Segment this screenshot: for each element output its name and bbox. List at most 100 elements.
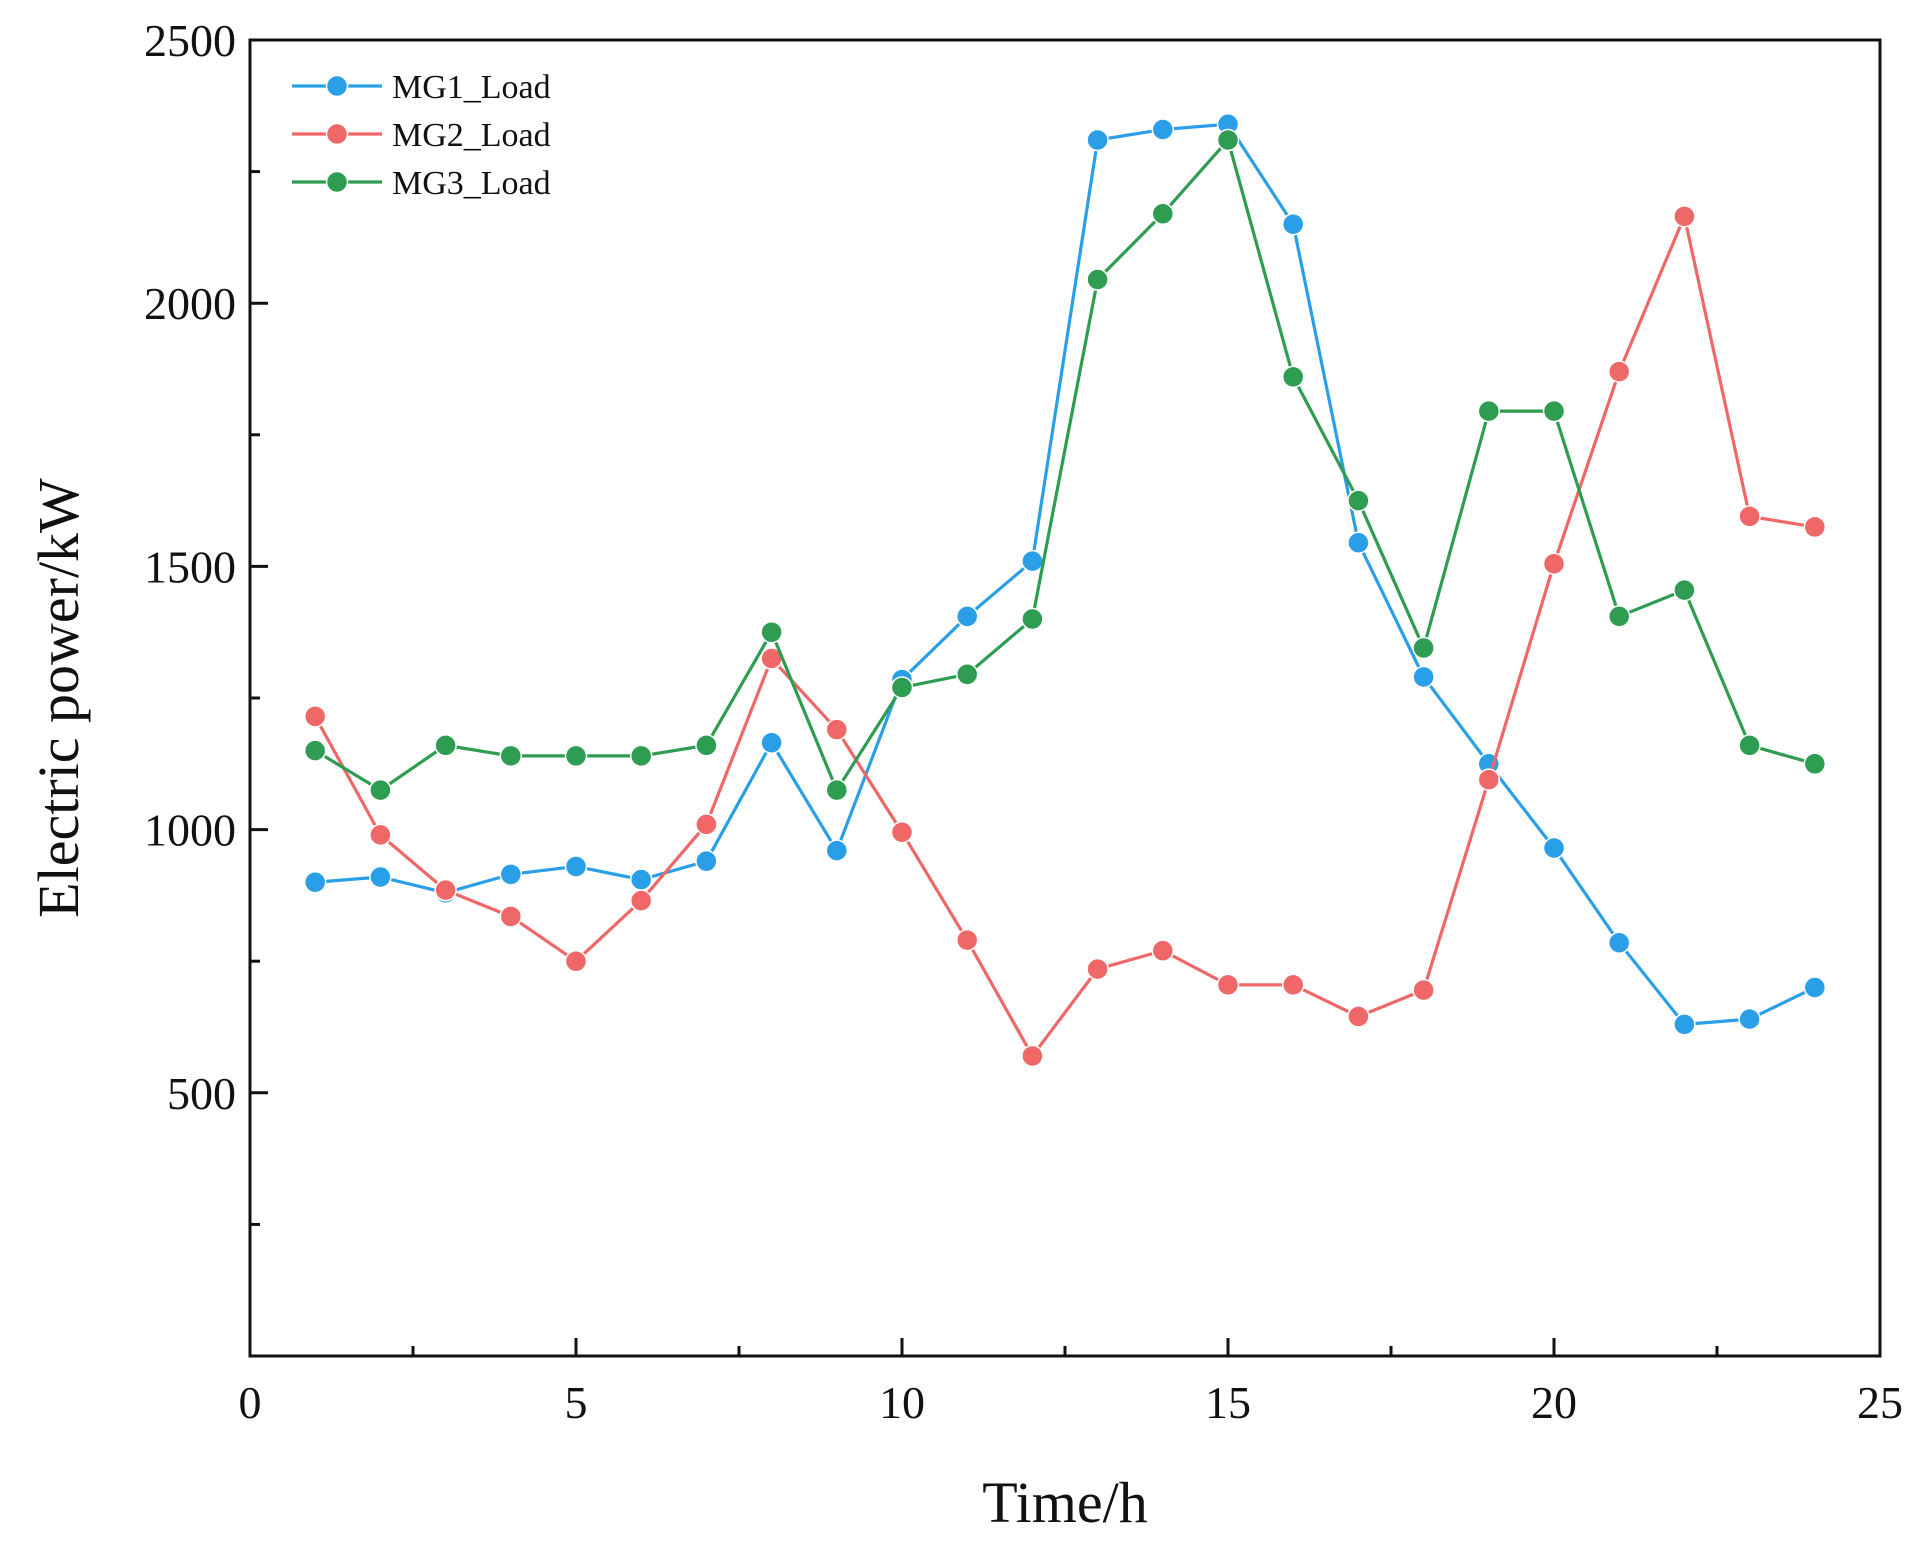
data-point-mg3-load <box>1803 752 1827 776</box>
data-point-mg3-load <box>1086 268 1109 291</box>
data-point-mg3-load <box>1412 636 1435 660</box>
series-mg1-load <box>303 112 1827 1036</box>
data-point-mg1-load <box>564 855 588 878</box>
y-axis-title: Electric power/kW <box>26 478 91 918</box>
data-point-mg2-load <box>1086 957 1109 981</box>
data-point-mg2-load <box>1673 205 1696 228</box>
data-point-mg3-load <box>695 734 718 757</box>
data-point-mg3-load <box>1021 607 1044 631</box>
data-point-mg2-load <box>825 718 849 741</box>
data-point-mg1-load <box>1281 212 1305 236</box>
data-point-mg1-load <box>1151 118 1175 141</box>
legend-label: MG1_Load <box>392 69 551 106</box>
data-point-mg3-load <box>499 744 523 768</box>
data-point-mg1-load <box>1542 836 1566 860</box>
data-point-mg2-load <box>1021 1044 1044 1068</box>
x-axis-title: Time/h <box>982 1470 1147 1535</box>
x-tick-label: 10 <box>879 1377 925 1428</box>
data-point-mg2-load <box>1151 939 1175 962</box>
data-point-mg2-load <box>1607 360 1631 383</box>
series-line-mg2-load <box>313 214 1816 1058</box>
data-point-mg2-load <box>695 813 718 836</box>
y-tick-label: 500 <box>167 1068 236 1119</box>
legend: MG1_Load MG2_Load MG3_Load <box>292 69 551 202</box>
series-line-mg1-load <box>315 122 1816 1026</box>
data-point-mg1-load <box>1607 931 1631 955</box>
data-point-mg2-load <box>1477 768 1501 791</box>
data-point-mg2-load <box>1542 552 1566 576</box>
legend-marker <box>325 74 349 98</box>
data-point-mg1-load <box>760 731 783 754</box>
plot-frame <box>248 38 1882 1358</box>
data-point-mg1-load <box>1673 1013 1696 1036</box>
data-point-mg3-load <box>1673 578 1696 602</box>
data-point-mg1-load <box>629 868 653 891</box>
legend-item-mg1-load: MG1_Load <box>292 69 551 106</box>
legend-marker <box>325 170 349 194</box>
series-mg3-load <box>303 128 1827 802</box>
y-axis: 500 1000 1500 2000 2500 <box>144 15 268 1226</box>
data-point-mg1-load <box>1086 128 1109 152</box>
data-point-mg2-load <box>1412 978 1435 1002</box>
x-tick-label: 25 <box>1857 1377 1903 1428</box>
data-point-mg2-load <box>955 928 979 952</box>
data-point-mg3-load <box>955 663 979 686</box>
data-point-mg1-load <box>303 870 327 894</box>
data-point-mg2-load <box>1738 505 1761 528</box>
data-point-mg3-load <box>1542 399 1566 423</box>
data-point-mg3-load <box>629 744 653 768</box>
series-line-mg3-load <box>314 138 1816 792</box>
x-tick-label: 5 <box>565 1377 588 1428</box>
data-point-mg1-load <box>695 849 718 873</box>
data-point-mg2-load <box>369 823 392 847</box>
data-point-mg2-load <box>1347 1005 1370 1028</box>
y-tick-label: 1500 <box>144 541 236 592</box>
data-point-mg2-load <box>434 878 457 902</box>
data-point-mg2-load <box>564 949 588 973</box>
data-point-mg2-load <box>1281 973 1305 997</box>
y-tick-label: 2500 <box>144 15 236 66</box>
data-point-mg3-load <box>1607 605 1631 628</box>
legend-label: MG2_Load <box>392 117 551 154</box>
data-point-mg3-load <box>369 778 392 802</box>
data-point-mg1-load <box>955 605 979 628</box>
data-point-mg3-load <box>825 778 849 802</box>
series-layer <box>303 112 1827 1068</box>
data-point-mg2-load <box>499 905 523 928</box>
x-tick-label: 15 <box>1205 1377 1251 1428</box>
x-tick-label: 20 <box>1531 1377 1577 1428</box>
data-point-mg2-load <box>303 705 327 728</box>
x-axis: 0 5 10 15 20 25 <box>239 1338 1903 1428</box>
data-point-mg3-load <box>1216 128 1240 152</box>
data-point-mg3-load <box>1281 365 1305 389</box>
data-point-mg2-load <box>629 889 653 912</box>
data-point-mg1-load <box>1803 976 1827 999</box>
series-mg2-load <box>303 205 1827 1068</box>
data-point-mg3-load <box>890 676 914 699</box>
data-point-mg3-load <box>760 620 783 644</box>
x-tick-label: 0 <box>239 1377 262 1428</box>
legend-item-mg2-load: MG2_Load <box>292 117 551 154</box>
data-point-mg3-load <box>1738 734 1761 757</box>
data-point-mg2-load <box>890 820 914 844</box>
data-point-mg1-load <box>825 839 849 862</box>
data-point-mg3-load <box>1347 489 1370 512</box>
data-point-mg1-load <box>499 863 523 886</box>
data-point-mg2-load <box>1803 515 1827 539</box>
legend-label: MG3_Load <box>392 165 551 202</box>
data-point-mg1-load <box>369 865 392 889</box>
legend-item-mg3-load: MG3_Load <box>292 165 551 202</box>
y-tick-label: 1000 <box>144 805 236 856</box>
data-point-mg1-load <box>1021 549 1044 573</box>
legend-marker <box>325 122 349 146</box>
data-point-mg1-load <box>1738 1007 1761 1031</box>
data-point-mg3-load <box>434 734 457 757</box>
y-tick-label: 2000 <box>144 278 236 329</box>
data-point-mg1-load <box>1347 531 1370 554</box>
data-point-mg2-load <box>1216 973 1240 997</box>
data-point-mg3-load <box>1477 399 1501 423</box>
data-point-mg1-load <box>1412 665 1435 689</box>
data-point-mg3-load <box>303 739 327 762</box>
